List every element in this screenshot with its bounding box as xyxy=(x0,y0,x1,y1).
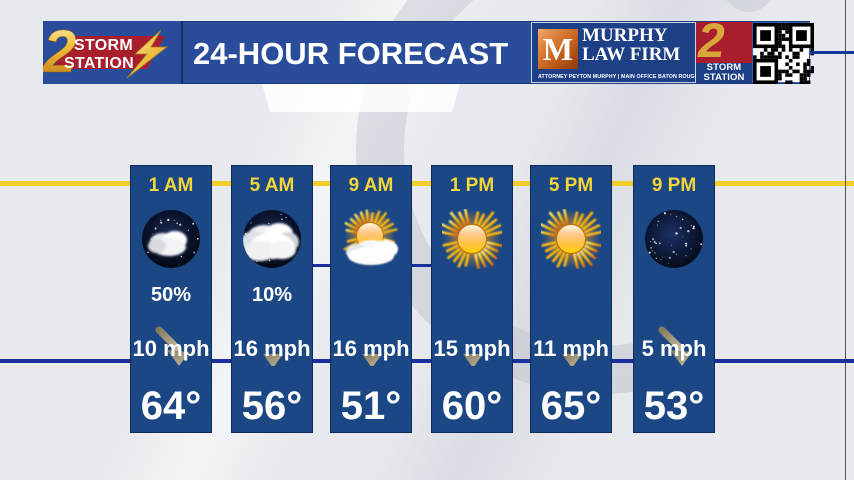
svg-text:STATION: STATION xyxy=(64,55,134,72)
svg-text:2: 2 xyxy=(43,21,76,84)
svg-text:STORM: STORM xyxy=(74,37,133,54)
